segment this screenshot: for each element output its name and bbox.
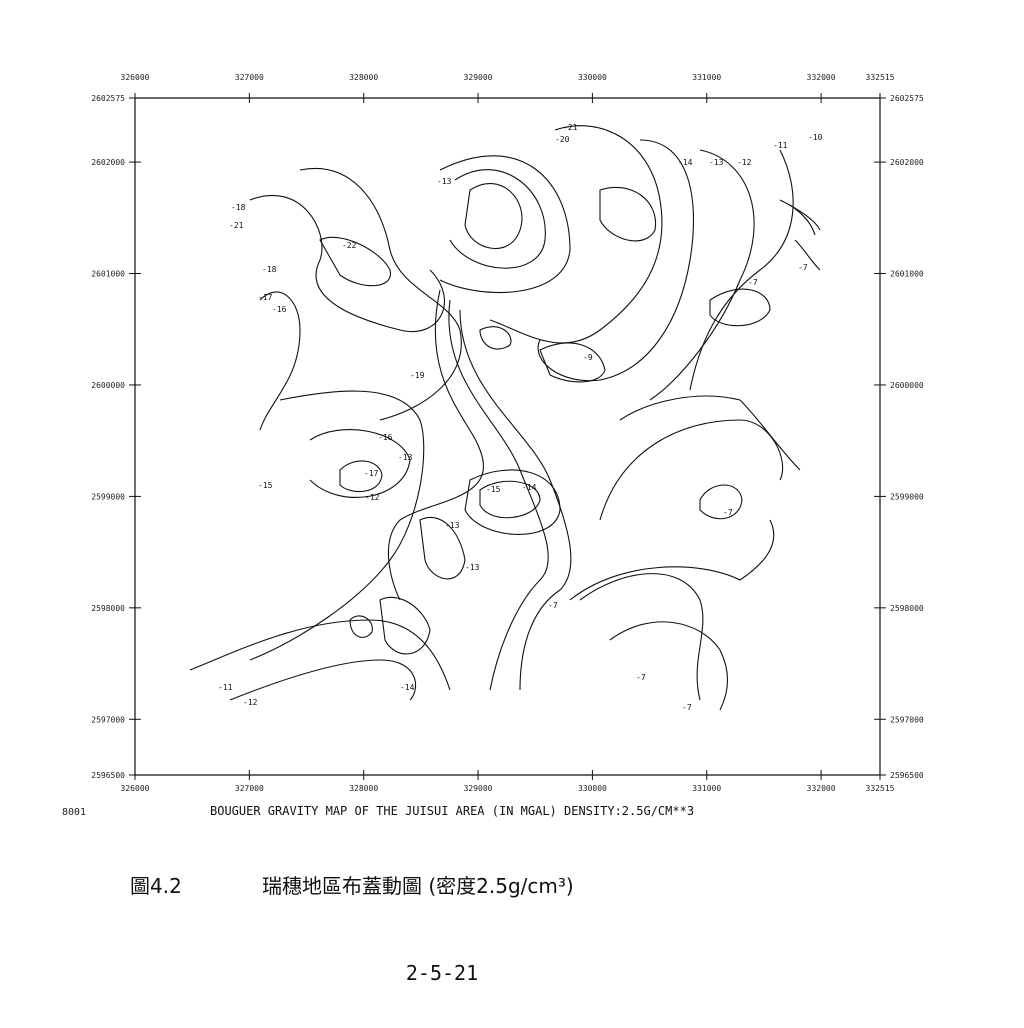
- contour-label: -17: [364, 469, 379, 478]
- y-tick-label: 2597000: [890, 715, 924, 724]
- contour-label: -16: [378, 433, 393, 442]
- x-tick-label: 327000: [235, 73, 264, 82]
- contour-label: -13: [709, 158, 724, 167]
- contour-label: -10: [808, 133, 823, 142]
- contour-label: -21: [563, 123, 578, 132]
- y-tick-label: 2602000: [91, 158, 125, 167]
- y-tick-label: 2599000: [91, 492, 125, 501]
- y-tick-label: 2596500: [890, 771, 924, 780]
- x-tick-label: 326000: [121, 73, 150, 82]
- y-tick-label: 2602575: [890, 94, 924, 103]
- contour-label: -12: [737, 158, 752, 167]
- contour-label: -18: [231, 203, 246, 212]
- contour-label: -7: [723, 508, 733, 517]
- x-tick-label: 330000: [578, 73, 607, 82]
- y-tick-label: 2600000: [91, 381, 125, 390]
- y-tick-label: 2602000: [890, 158, 924, 167]
- y-tick-label: 2601000: [890, 270, 924, 279]
- contour-label: -19: [410, 371, 425, 380]
- figure-number: 圖4.2: [130, 874, 182, 898]
- contour-label: -14: [400, 683, 415, 692]
- x-tick-label: 332000: [807, 784, 836, 793]
- contour-label: -7: [548, 601, 558, 610]
- map-caption: BOUGUER GRAVITY MAP OF THE JUISUI AREA (…: [210, 804, 694, 818]
- figure-title: 瑞穗地區布蓋動圖 (密度2.5g/cm³): [262, 874, 574, 898]
- contour-label: -18: [262, 265, 277, 274]
- y-tick-label: 2598000: [890, 604, 924, 613]
- contour-label: -13: [445, 521, 460, 530]
- contour-label: -7: [636, 673, 646, 682]
- y-tick-label: 2602575: [91, 94, 125, 103]
- contour-label: -22: [342, 241, 357, 250]
- contour-label: -13: [437, 177, 452, 186]
- y-tick-label: 2596500: [91, 771, 125, 780]
- x-tick-label: 327000: [235, 784, 264, 793]
- x-tick-label: 330000: [578, 784, 607, 793]
- contour-lines: [189, 125, 821, 711]
- contour-label: -14: [522, 483, 537, 492]
- page-number: 2-5-21: [406, 961, 478, 985]
- contour-label: -13: [398, 453, 413, 462]
- contour-label: -20: [555, 135, 570, 144]
- contour-label: -17: [258, 293, 273, 302]
- contour-label: -15: [486, 485, 501, 494]
- contour-label: -16: [272, 305, 287, 314]
- y-tick-label: 2600000: [890, 381, 924, 390]
- y-tick-label: 2597000: [91, 715, 125, 724]
- x-tick-label: 331000: [692, 73, 721, 82]
- x-tick-label: 328000: [349, 73, 378, 82]
- contour-label: -7: [798, 263, 808, 272]
- contour-label: -14: [678, 158, 693, 167]
- contour-label: -13: [465, 563, 480, 572]
- corner-label: 8001: [62, 807, 86, 818]
- contour-label: -15: [258, 481, 273, 490]
- x-tick-label: 332000: [807, 73, 836, 82]
- x-tick-label: 332515: [866, 784, 895, 793]
- map-frame: [134, 97, 881, 776]
- contour-label: -11: [218, 683, 233, 692]
- x-tick-label: 329000: [464, 73, 493, 82]
- y-tick-label: 2599000: [890, 492, 924, 501]
- x-tick-label: 332515: [866, 73, 895, 82]
- x-tick-label: 326000: [121, 784, 150, 793]
- y-tick-label: 2598000: [91, 604, 125, 613]
- contour-label: -11: [773, 141, 788, 150]
- y-tick-label: 2601000: [91, 270, 125, 279]
- contour-label: -12: [243, 698, 258, 707]
- x-tick-label: 331000: [692, 784, 721, 793]
- contour-label: -7: [748, 278, 758, 287]
- contour-label: -21: [229, 221, 244, 230]
- contour-label: -12: [365, 493, 380, 502]
- x-tick-label: 328000: [349, 784, 378, 793]
- contour-label: -7: [682, 703, 692, 712]
- x-tick-label: 329000: [464, 784, 493, 793]
- contour-label: -9: [583, 353, 593, 362]
